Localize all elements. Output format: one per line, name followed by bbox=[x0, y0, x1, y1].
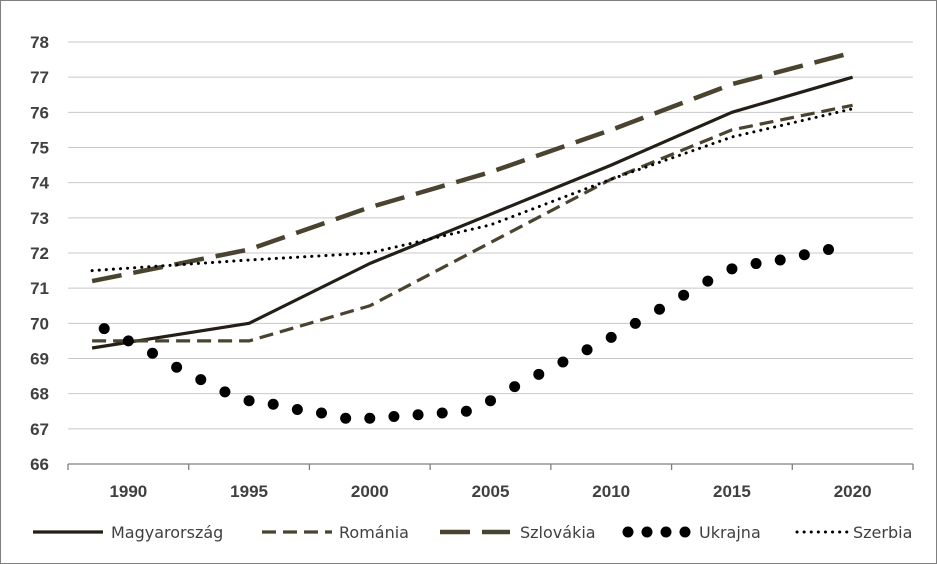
data-point-ukrajna bbox=[726, 263, 738, 275]
x-tick-label: 1990 bbox=[109, 482, 147, 501]
x-tick-label: 2020 bbox=[834, 482, 872, 501]
series-line-romania bbox=[92, 103, 853, 343]
data-point-ukrajna bbox=[557, 356, 569, 368]
data-point-ukrajna bbox=[171, 361, 183, 373]
y-tick-label: 67 bbox=[30, 420, 49, 439]
y-tick-label: 66 bbox=[30, 455, 49, 474]
y-tick-label: 74 bbox=[30, 174, 49, 193]
y-tick-label: 75 bbox=[30, 139, 49, 158]
x-tick-label: 2015 bbox=[713, 482, 751, 501]
tick-labels: 66 67 68 69 70 71 72 73 74 75 76 77 78 1990 1995 2000 20… bbox=[30, 33, 871, 501]
series-lines bbox=[90, 50, 855, 424]
data-point-ukrajna bbox=[460, 405, 472, 417]
data-point-ukrajna bbox=[509, 381, 521, 393]
data-point-ukrajna bbox=[798, 249, 810, 261]
data-point-ukrajna bbox=[436, 407, 448, 419]
axes bbox=[67, 463, 914, 470]
y-tick-label: 78 bbox=[30, 33, 49, 52]
legend-item-ukrajna: Ukrajna bbox=[622, 523, 761, 542]
data-point-ukrajna bbox=[823, 243, 834, 255]
y-tick-label: 76 bbox=[30, 103, 49, 122]
x-tick-label: 2010 bbox=[592, 482, 630, 501]
data-point-ukrajna bbox=[291, 403, 303, 415]
data-point-ukrajna bbox=[243, 395, 255, 407]
data-point-ukrajna bbox=[485, 395, 496, 407]
y-tick-label: 72 bbox=[30, 244, 49, 263]
legend-label-romania: Románia bbox=[339, 523, 409, 542]
data-point-ukrajna bbox=[340, 412, 352, 424]
legend-swatch-ukrajna bbox=[622, 526, 634, 538]
legend-swatch-ukrajna bbox=[660, 526, 672, 538]
data-point-ukrajna bbox=[147, 347, 158, 359]
y-tick-label: 69 bbox=[30, 350, 49, 369]
legend-label-magyarorszag: Magyarország bbox=[111, 523, 223, 542]
data-point-ukrajna bbox=[702, 275, 714, 287]
data-point-ukrajna bbox=[219, 386, 231, 398]
series-line-magyarorszag bbox=[91, 75, 854, 350]
data-point-ukrajna bbox=[750, 258, 762, 270]
series-ukrajna bbox=[98, 243, 834, 424]
legend-item-magyarorszag: Magyarország bbox=[33, 523, 223, 542]
data-point-ukrajna bbox=[267, 398, 279, 410]
y-tick-label: 73 bbox=[30, 209, 49, 228]
series-line-szlovakia bbox=[91, 50, 854, 284]
data-point-ukrajna bbox=[654, 303, 665, 315]
data-point-ukrajna bbox=[605, 331, 617, 343]
data-point-ukrajna bbox=[122, 335, 134, 347]
data-point-ukrajna bbox=[412, 409, 424, 421]
legend-swatch-ukrajna bbox=[641, 526, 653, 538]
grid-lines bbox=[68, 41, 913, 430]
legend-label-ukrajna: Ukrajna bbox=[699, 523, 761, 542]
legend-item-szerbia: Szerbia bbox=[795, 523, 912, 542]
legend: Magyarország Románia Szlovákia Ukrajna Szerb… bbox=[33, 523, 912, 542]
x-tick-label: 1995 bbox=[230, 482, 268, 501]
legend-label-szlovakia: Szlovákia bbox=[520, 523, 596, 542]
legend-swatch-ukrajna bbox=[679, 526, 691, 538]
data-point-ukrajna bbox=[388, 411, 400, 423]
data-point-ukrajna bbox=[774, 254, 786, 266]
data-point-ukrajna bbox=[533, 368, 545, 380]
x-tick-label: 2000 bbox=[351, 482, 389, 501]
legend-item-romania: Románia bbox=[262, 523, 409, 542]
series-line-szerbia bbox=[90, 107, 855, 273]
y-tick-label: 77 bbox=[30, 68, 49, 87]
y-tick-label: 70 bbox=[30, 314, 49, 333]
legend-item-szlovakia: Szlovákia bbox=[440, 523, 596, 542]
y-tick-label: 71 bbox=[30, 279, 49, 298]
data-point-ukrajna bbox=[316, 407, 327, 419]
data-point-ukrajna bbox=[195, 374, 207, 386]
x-tick-label: 2005 bbox=[472, 482, 510, 501]
data-point-ukrajna bbox=[364, 412, 376, 424]
data-point-ukrajna bbox=[678, 289, 690, 301]
legend-label-szerbia: Szerbia bbox=[853, 523, 912, 542]
data-point-ukrajna bbox=[98, 323, 110, 335]
data-point-ukrajna bbox=[581, 344, 593, 356]
data-point-ukrajna bbox=[629, 317, 641, 329]
y-tick-label: 68 bbox=[30, 385, 49, 404]
